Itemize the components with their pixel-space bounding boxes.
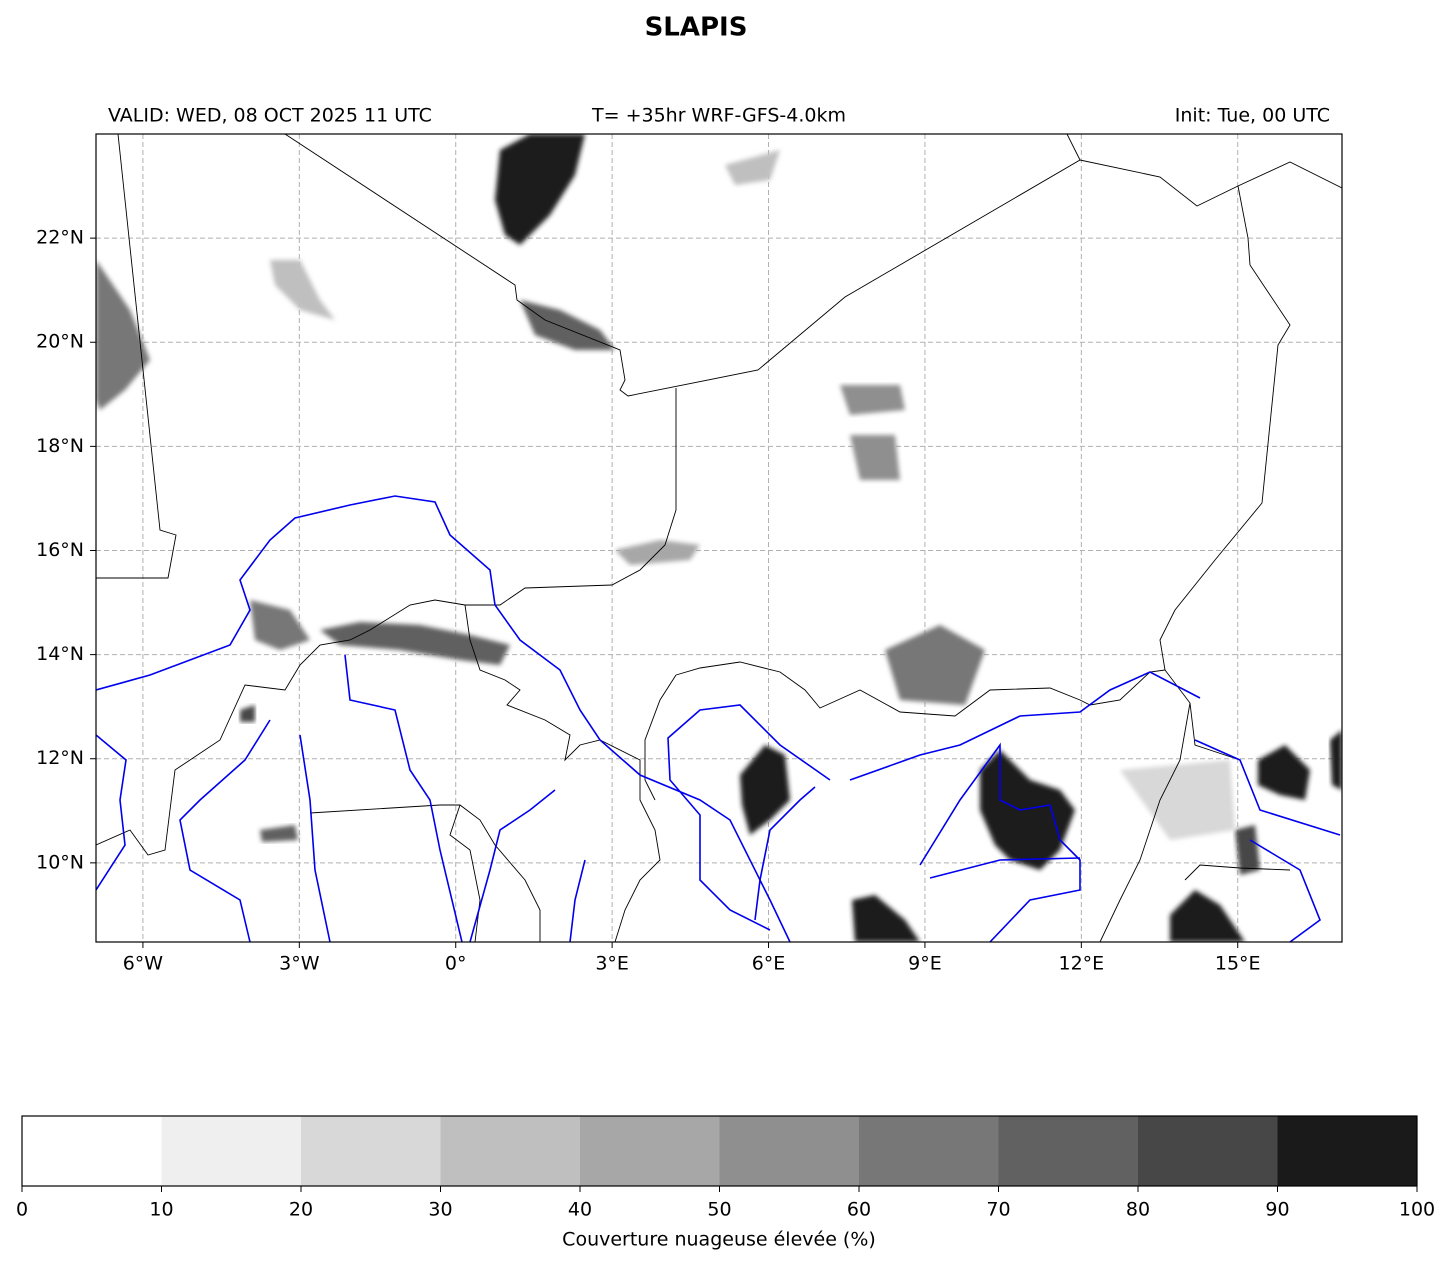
clouds bbox=[96, 134, 1342, 942]
cloud bbox=[1330, 730, 1342, 790]
chart-title: SLAPIS bbox=[645, 13, 748, 43]
map-content bbox=[96, 134, 1342, 942]
cloud bbox=[980, 750, 1075, 870]
river bbox=[1249, 839, 1321, 942]
colorbar-tick-label: 90 bbox=[1265, 1199, 1289, 1221]
colorbar-tick-label: 10 bbox=[149, 1199, 173, 1221]
colorbar-tick-label: 100 bbox=[1399, 1199, 1435, 1221]
colorbar-segment bbox=[161, 1116, 301, 1186]
colorbar-tick-label: 80 bbox=[1126, 1199, 1150, 1221]
cloud bbox=[96, 260, 150, 410]
border bbox=[1184, 864, 1291, 881]
cloud bbox=[1258, 745, 1310, 800]
colorbar-segment bbox=[859, 1116, 999, 1186]
colorbar-tick-label: 20 bbox=[289, 1199, 313, 1221]
x-tick-label: 9°E bbox=[908, 953, 942, 975]
river bbox=[96, 495, 791, 942]
colorbar-tick-label: 70 bbox=[986, 1199, 1010, 1221]
x-tick-label: 0° bbox=[445, 953, 467, 975]
cloud bbox=[740, 745, 790, 835]
y-tick-label: 16°N bbox=[36, 539, 84, 561]
river bbox=[919, 742, 1081, 942]
border bbox=[644, 674, 677, 801]
river bbox=[569, 859, 586, 942]
cloud bbox=[520, 300, 615, 350]
cloud bbox=[250, 600, 310, 650]
border bbox=[96, 388, 677, 856]
border bbox=[284, 134, 1342, 397]
cloud bbox=[1120, 760, 1235, 840]
border bbox=[309, 804, 541, 942]
cloud bbox=[320, 622, 510, 665]
river bbox=[754, 786, 816, 921]
cloud bbox=[840, 385, 905, 415]
y-tick-label: 10°N bbox=[36, 851, 84, 873]
rivers bbox=[96, 495, 1341, 942]
border bbox=[675, 661, 1166, 717]
colorbar-segment bbox=[301, 1116, 441, 1186]
cloud bbox=[852, 895, 920, 942]
cloud bbox=[885, 625, 985, 705]
y-tick-label: 12°N bbox=[36, 747, 84, 769]
x-tick-label: 12°E bbox=[1058, 953, 1104, 975]
river bbox=[1194, 739, 1341, 836]
border bbox=[1066, 134, 1081, 161]
colorbar: 0 10 20 30 40 50 60 70 80 90 100 bbox=[16, 1115, 1435, 1221]
river bbox=[667, 704, 831, 931]
run-info: T= +35hr WRF-GFS-4.0km bbox=[591, 105, 846, 127]
colorbar-segment bbox=[1277, 1116, 1417, 1186]
x-tick-label: 6°E bbox=[752, 953, 786, 975]
colorbar-segment bbox=[719, 1116, 859, 1186]
river bbox=[96, 734, 127, 891]
cloud bbox=[240, 705, 255, 722]
borders bbox=[96, 134, 1342, 942]
x-tick-label: 15°E bbox=[1215, 953, 1261, 975]
x-tick-label: 3°W bbox=[279, 953, 320, 975]
valid-time: VALID: WED, 08 OCT 2025 11 UTC bbox=[108, 105, 432, 127]
colorbar-tick-label: 30 bbox=[428, 1199, 452, 1221]
cloud bbox=[260, 825, 298, 842]
colorbar-segment bbox=[1138, 1116, 1278, 1186]
border bbox=[1099, 702, 1191, 942]
border bbox=[464, 604, 661, 942]
colorbar-segment bbox=[440, 1116, 580, 1186]
river bbox=[179, 719, 271, 942]
river bbox=[299, 734, 331, 942]
colorbar-tick-label: 60 bbox=[847, 1199, 871, 1221]
river bbox=[929, 857, 1081, 879]
cloud bbox=[495, 134, 585, 245]
colorbar-segment bbox=[580, 1116, 720, 1186]
y-tick-label: 18°N bbox=[36, 435, 84, 457]
y-tick-label: 22°N bbox=[36, 227, 84, 249]
colorbar-tick-label: 40 bbox=[568, 1199, 592, 1221]
colorbar-tick-label: 50 bbox=[707, 1199, 731, 1221]
river bbox=[469, 789, 556, 942]
colorbar-tick-label: 0 bbox=[16, 1199, 28, 1221]
grid bbox=[96, 134, 1342, 942]
cloud bbox=[725, 150, 780, 185]
river bbox=[849, 671, 1201, 781]
cloud bbox=[1235, 825, 1260, 875]
x-tick-label: 3°E bbox=[595, 953, 629, 975]
river bbox=[344, 654, 463, 942]
border bbox=[96, 134, 177, 579]
colorbar-label: Couverture nuageuse élevée (%) bbox=[562, 1229, 876, 1251]
x-tick-label: 6°W bbox=[123, 953, 164, 975]
cloud bbox=[1170, 890, 1245, 942]
y-tick-label: 14°N bbox=[36, 643, 84, 665]
colorbar-segment bbox=[998, 1116, 1138, 1186]
y-tick-label: 20°N bbox=[36, 331, 84, 353]
cloud bbox=[850, 435, 900, 480]
init-time: Init: Tue, 00 UTC bbox=[1175, 105, 1330, 127]
cloud bbox=[270, 260, 335, 320]
map-frame bbox=[95, 133, 1343, 943]
border bbox=[1159, 185, 1291, 761]
colorbar-segment bbox=[22, 1116, 162, 1186]
